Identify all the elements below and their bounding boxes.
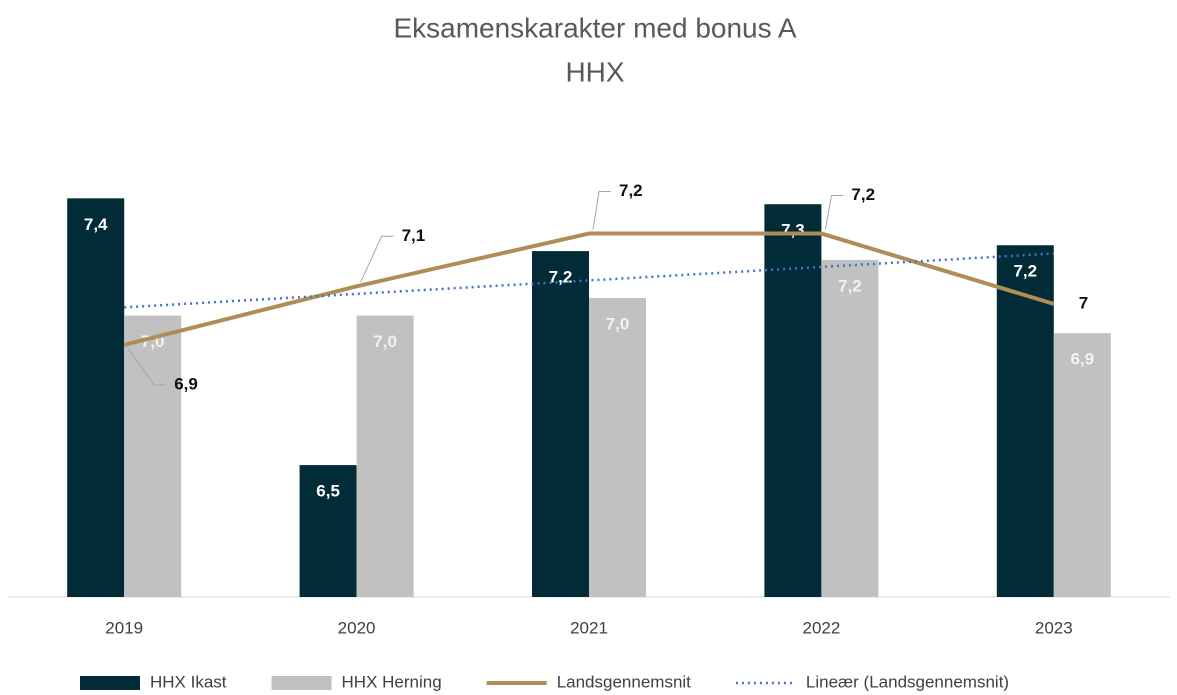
data-label: 7,2 — [1013, 262, 1037, 281]
trendline — [124, 252, 1054, 309]
data-label: 7,2 — [838, 276, 862, 295]
data-label: 7,1 — [402, 226, 426, 245]
data-label: 6,5 — [316, 482, 340, 501]
bar — [67, 198, 125, 597]
chart-subtitle: HHX — [565, 56, 624, 87]
data-label: 7,2 — [549, 268, 573, 287]
chart-title: Eksamenskarakter med bonus A — [393, 12, 796, 43]
x-tick-label: 2023 — [1035, 618, 1073, 637]
legend-label: Landsgennemsnit — [557, 672, 691, 691]
leader-line — [127, 348, 167, 386]
data-label: 7,4 — [84, 215, 108, 234]
leader-line — [360, 235, 394, 283]
data-label: 7,2 — [619, 181, 643, 200]
bar — [124, 315, 182, 597]
bar — [356, 315, 414, 597]
data-label: 7,3 — [781, 221, 805, 240]
line — [123, 231, 1055, 347]
legend-label: Lineær (Landsgennemsnit) — [806, 672, 1009, 691]
data-label: 7,0 — [373, 332, 397, 351]
bar — [996, 245, 1054, 597]
data-label: 6,9 — [1070, 350, 1094, 369]
leader-line — [592, 191, 611, 230]
bar — [589, 298, 646, 597]
data-label: 7,0 — [606, 314, 630, 333]
x-tick-label: 2021 — [570, 618, 608, 637]
legend-label: HHX Ikast — [150, 672, 227, 691]
data-label: 7,2 — [851, 185, 875, 204]
x-tick-label: 2022 — [802, 618, 840, 637]
bar — [821, 259, 879, 597]
bar — [764, 204, 822, 597]
data-label: 7 — [1079, 293, 1088, 312]
legend-swatch — [80, 676, 140, 690]
legend-swatch — [271, 676, 332, 690]
bar — [299, 465, 357, 597]
bar — [1053, 333, 1111, 597]
bar — [532, 251, 589, 598]
leader-line — [824, 195, 844, 230]
x-tick-label: 2020 — [338, 618, 376, 637]
data-label: 6,9 — [174, 374, 198, 393]
legend-label: HHX Herning — [342, 672, 442, 691]
x-tick-label: 2019 — [105, 618, 143, 637]
